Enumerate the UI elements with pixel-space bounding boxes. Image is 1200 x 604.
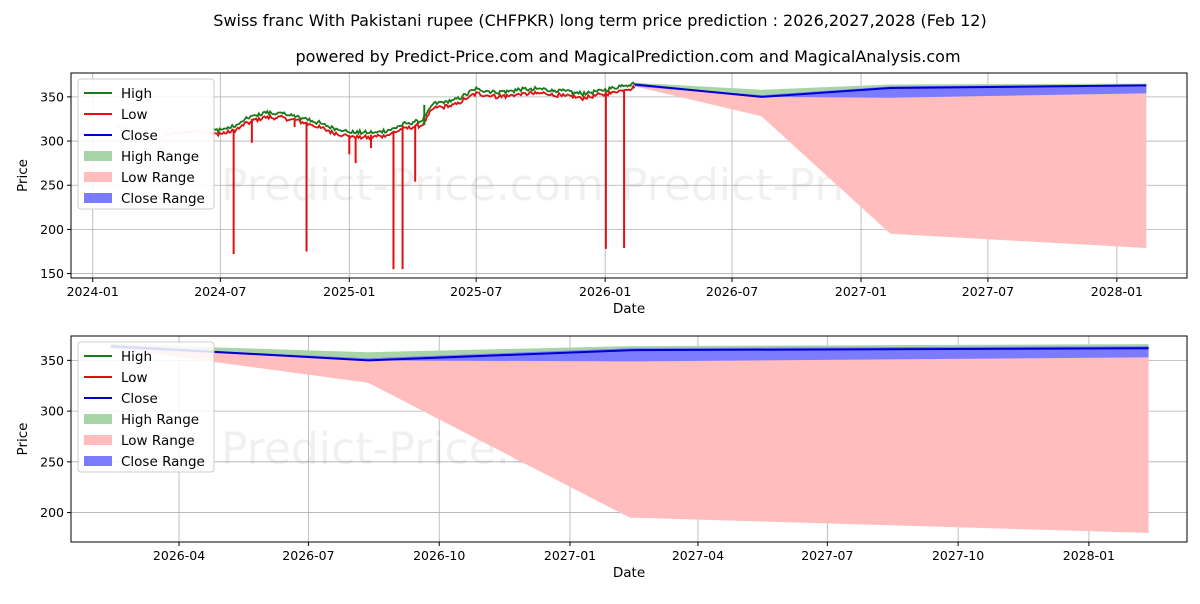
x-tick-label: 2025-01 xyxy=(323,284,375,299)
plot-frame xyxy=(70,335,1188,543)
legend-close-range-swatch xyxy=(84,456,112,466)
y-tick-label: 300 xyxy=(40,134,64,149)
x-tick-label: 2026-07 xyxy=(706,284,758,299)
legend-close-range-label: Close Range xyxy=(121,454,205,470)
x-tick-label: 2028-01 xyxy=(1063,548,1115,563)
chart-panel-bottom: Predict-Price.comPredict-Price.com2026-0… xyxy=(15,335,1188,581)
x-tick-label: 2027-04 xyxy=(672,548,724,563)
y-tick-label: 300 xyxy=(40,404,64,419)
plot-area xyxy=(110,344,1149,533)
close-range-band xyxy=(634,84,1147,98)
legend-close-range-label: Close Range xyxy=(121,191,205,207)
watermark: Predict-Price.com xyxy=(221,160,604,211)
chart-title: Swiss franc With Pakistani rupee (CHFPKR… xyxy=(213,11,986,30)
x-tick-label: 2027-07 xyxy=(962,284,1014,299)
legend-high-range-swatch xyxy=(84,414,112,424)
legend-low-label: Low xyxy=(121,370,148,386)
legend: High Low Close High Range Low Range Close Ran… xyxy=(77,341,215,473)
legend-low-range-label: Low Range xyxy=(121,433,195,449)
low-range-band xyxy=(110,346,1149,533)
chart-panel-top: Predict-Price.com Predict-Price.com2024-0… xyxy=(15,72,1188,317)
x-tick-label: 2028-01 xyxy=(1091,284,1143,299)
x-tick-label: 2024-01 xyxy=(67,284,119,299)
legend-high-range-swatch xyxy=(84,151,112,161)
high-range-band xyxy=(110,344,1149,359)
y-tick-label: 200 xyxy=(40,505,64,520)
y-axis-label: Price xyxy=(15,159,31,192)
y-tick-label: 150 xyxy=(40,266,64,281)
high-range-band xyxy=(634,82,1147,96)
legend-high-label: High xyxy=(121,349,152,365)
x-tick-label: 2026-07 xyxy=(282,548,334,563)
legend-close-label: Close xyxy=(121,391,158,407)
x-tick-label: 2024-07 xyxy=(194,284,246,299)
close-line xyxy=(634,83,1147,98)
legend-high-range-label: High Range xyxy=(121,149,199,165)
x-axis-label: Date xyxy=(613,301,645,317)
x-axis-label: Date xyxy=(613,565,645,581)
plot-frame xyxy=(70,72,1188,279)
legend-low-label: Low xyxy=(121,107,148,123)
y-tick-label: 350 xyxy=(40,353,64,368)
x-tick-label: 2027-10 xyxy=(932,548,984,563)
y-tick-label: 250 xyxy=(40,178,64,193)
legend-high-label: High xyxy=(121,86,152,102)
legend-close-range-swatch xyxy=(84,193,112,203)
legend-low-range-swatch xyxy=(84,172,112,182)
y-tick-label: 350 xyxy=(40,89,64,104)
legend-low-range-label: Low Range xyxy=(121,170,195,186)
close-line xyxy=(110,345,1149,362)
legend-high-range-label: High Range xyxy=(121,412,199,428)
x-tick-label: 2026-10 xyxy=(413,548,465,563)
x-tick-label: 2027-01 xyxy=(544,548,596,563)
y-axis-label: Price xyxy=(15,423,31,456)
legend-close-label: Close xyxy=(121,128,158,144)
x-tick-label: 2027-01 xyxy=(835,284,887,299)
x-tick-label: 2027-07 xyxy=(801,548,853,563)
x-tick-label: 2025-07 xyxy=(450,284,502,299)
x-tick-label: 2026-04 xyxy=(153,548,205,563)
x-tick-label: 2026-01 xyxy=(579,284,631,299)
legend-low-range-swatch xyxy=(84,435,112,445)
low-range-band xyxy=(634,84,1147,248)
chart-subtitle: powered by Predict-Price.com and Magical… xyxy=(295,47,960,66)
plot-area xyxy=(113,81,1147,270)
legend: High Low Close High Range Low Range Close Ran… xyxy=(77,78,215,210)
y-tick-label: 250 xyxy=(40,454,64,469)
y-tick-label: 200 xyxy=(40,222,64,237)
